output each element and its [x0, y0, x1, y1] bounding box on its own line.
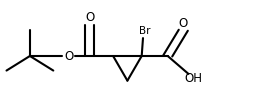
Text: O: O	[179, 17, 188, 30]
Text: O: O	[64, 50, 74, 62]
Text: O: O	[85, 11, 94, 24]
Text: Br: Br	[139, 26, 150, 36]
Text: OH: OH	[185, 72, 203, 85]
